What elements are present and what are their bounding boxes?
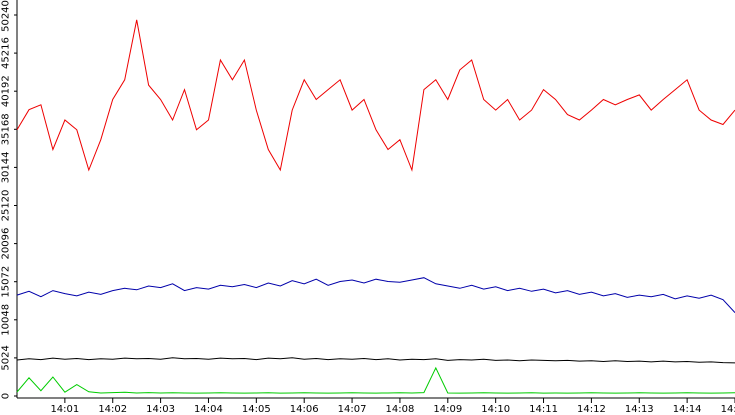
x-tick-label: 14:08 <box>386 404 415 415</box>
y-tick-label: 45216 <box>0 37 11 69</box>
x-tick-label: 14:13 <box>625 404 654 415</box>
y-tick-label: 5024 <box>0 345 11 370</box>
x-tick-label: 14:04 <box>194 404 223 415</box>
y-tick-label: 30144 <box>0 151 11 183</box>
series-line <box>16 277 735 313</box>
y-tick-label: 35168 <box>0 113 11 145</box>
x-tick-label: 14:01 <box>50 404 79 415</box>
x-tick-label: 14:10 <box>481 404 510 415</box>
x-tick-label: 14:05 <box>242 404 271 415</box>
series-line <box>16 366 735 394</box>
x-tick-label: 14:02 <box>98 404 127 415</box>
y-tick-label: 0 <box>0 393 11 399</box>
y-tick-label: 15072 <box>0 266 11 298</box>
x-tick-label: 14:14 <box>673 404 702 415</box>
x-axis-strip <box>0 398 735 415</box>
x-tick-label: 14:15 <box>721 404 735 415</box>
x-tick-label: 14:11 <box>529 404 558 415</box>
x-tick-label: 14:12 <box>577 404 606 415</box>
y-tick-label: 20096 <box>0 228 11 260</box>
x-tick-label: 14:07 <box>338 404 367 415</box>
y-tick-label: 50240 <box>0 0 11 32</box>
x-tick-label: 14:03 <box>146 404 175 415</box>
y-tick-label: 10048 <box>0 304 11 336</box>
y-tick-label: 25120 <box>0 190 11 222</box>
x-tick-label: 14:09 <box>433 404 462 415</box>
series-line <box>16 357 735 364</box>
y-tick-label: 40192 <box>0 75 11 107</box>
x-tick-label: 14:06 <box>290 404 319 415</box>
series-line <box>16 19 735 172</box>
